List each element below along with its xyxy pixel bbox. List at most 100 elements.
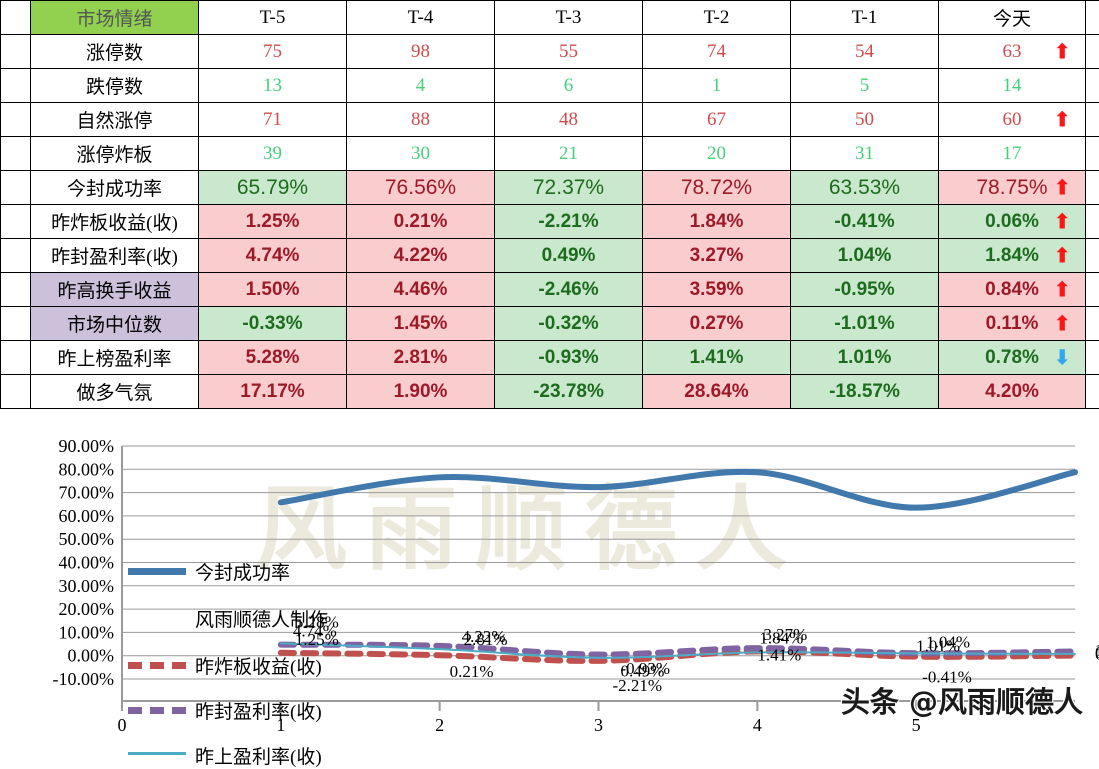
cell-r10-c6: 0.78% ⬇ bbox=[939, 341, 1086, 375]
cell-r6-c5: -0.41% bbox=[791, 205, 939, 239]
gutter-cell bbox=[1, 307, 31, 341]
gutter-cell-right bbox=[1086, 103, 1099, 137]
gutter-cell-right bbox=[1086, 205, 1099, 239]
series-line-1 bbox=[281, 472, 1075, 508]
column-header-6: 今天 bbox=[939, 1, 1086, 35]
cell-r7-c5: 1.04% bbox=[791, 239, 939, 273]
gutter-cell bbox=[1, 69, 31, 103]
cell-value: 17 bbox=[1003, 143, 1022, 165]
cell-r4-c6: 17 bbox=[939, 137, 1086, 171]
cell-value: 0.06% bbox=[985, 211, 1039, 233]
gutter-cell-right bbox=[1086, 137, 1099, 171]
arrow-down-icon: ⬇ bbox=[1053, 347, 1071, 368]
cell-value: 4.22% bbox=[394, 245, 448, 267]
cell-r1-c1: 75 bbox=[199, 35, 347, 69]
cell-value: 74 bbox=[707, 41, 726, 63]
cell-value: 4.20% bbox=[985, 381, 1039, 403]
cell-value: 98 bbox=[411, 41, 430, 63]
cell-r11-c1: 17.17% bbox=[199, 375, 347, 409]
cell-value: 5.28% bbox=[246, 347, 300, 369]
gutter-cell bbox=[1, 137, 31, 171]
cell-r2-c2: 4 bbox=[347, 69, 495, 103]
cell-value: 0.21% bbox=[394, 211, 448, 233]
cell-value: -0.41% bbox=[834, 211, 894, 233]
cell-value: 78.75% bbox=[976, 176, 1047, 200]
brand-watermark: 头条 @风雨顺德人 bbox=[841, 679, 1083, 721]
cell-r5-c5: 63.53% bbox=[791, 171, 939, 205]
cell-r1-c6: 63⬆ bbox=[939, 35, 1086, 69]
cell-value: 14 bbox=[1003, 75, 1022, 97]
cell-r10-c1: 5.28% bbox=[199, 341, 347, 375]
table-row: 昨炸板收益(收)1.25% 0.21% -2.21%1.84% -0.41% 0.06%… bbox=[1, 205, 1099, 239]
cell-r1-c5: 54 bbox=[791, 35, 939, 69]
arrow-up-icon: ⬆ bbox=[1053, 279, 1071, 300]
x-tick-label: 0 bbox=[118, 715, 127, 735]
cell-value: -2.46% bbox=[538, 279, 598, 301]
data-label: 1.01% bbox=[916, 636, 960, 655]
cell-r3-c4: 67 bbox=[643, 103, 791, 137]
cell-value: -0.32% bbox=[538, 313, 598, 335]
y-tick-label: 20.00% bbox=[59, 599, 115, 619]
data-label: 0.78% bbox=[1095, 643, 1099, 662]
row-label-2: 跌停数 bbox=[31, 69, 199, 103]
cell-value: 1 bbox=[712, 75, 722, 97]
cell-r2-c4: 1 bbox=[643, 69, 791, 103]
y-tick-label: 50.00% bbox=[59, 529, 115, 549]
legend-swatch-5 bbox=[128, 752, 186, 755]
cell-r1-c3: 55 bbox=[495, 35, 643, 69]
cell-r6-c4: 1.84% bbox=[643, 205, 791, 239]
gutter-cell-right bbox=[1086, 69, 1099, 103]
cell-value: 88 bbox=[411, 109, 430, 131]
cell-r7-c1: 4.74% bbox=[199, 239, 347, 273]
cell-r3-c6: 60⬆ bbox=[939, 103, 1086, 137]
cell-value: 4 bbox=[416, 75, 426, 97]
row-label-3: 自然涨停 bbox=[31, 103, 199, 137]
gutter-cell-right bbox=[1086, 375, 1099, 409]
cell-value: 72.37% bbox=[533, 176, 604, 200]
cell-value: 1.04% bbox=[838, 245, 892, 267]
cell-r6-c1: 1.25% bbox=[199, 205, 347, 239]
cell-value: 1.84% bbox=[985, 245, 1039, 267]
cell-r11-c5: -18.57% bbox=[791, 375, 939, 409]
gutter-cell bbox=[1, 375, 31, 409]
cell-r6-c3: -2.21% bbox=[495, 205, 643, 239]
legend-label-5: 昨上盈利率(收) bbox=[195, 742, 322, 769]
cell-r7-c2: 4.22% bbox=[347, 239, 495, 273]
row-label-9: 市场中位数 bbox=[31, 307, 199, 341]
cell-r9-c2: 1.45% bbox=[347, 307, 495, 341]
cell-value: 1.01% bbox=[838, 347, 892, 369]
cell-value: 2.81% bbox=[394, 347, 448, 369]
column-header-2: T-4 bbox=[347, 1, 495, 35]
row-label-8: 昨高换手收益 bbox=[31, 273, 199, 307]
cell-value: 76.56% bbox=[385, 176, 456, 200]
cell-r9-c1: -0.33% bbox=[199, 307, 347, 341]
cell-value: -18.57% bbox=[829, 381, 900, 403]
cell-r11-c3: -23.78% bbox=[495, 375, 643, 409]
cell-r9-c6: 0.11%⬆ bbox=[939, 307, 1086, 341]
cell-value: 48 bbox=[559, 109, 578, 131]
cell-r5-c4: 78.72% bbox=[643, 171, 791, 205]
cell-value: 0.78% bbox=[985, 347, 1039, 369]
y-tick-label: 30.00% bbox=[59, 576, 115, 596]
row-label-5: 今封成功率 bbox=[31, 171, 199, 205]
row-label-6: 昨炸板收益(收) bbox=[31, 205, 199, 239]
y-tick-label: -10.00% bbox=[53, 669, 115, 689]
data-label: 3.27% bbox=[763, 625, 807, 644]
cell-r4-c2: 30 bbox=[347, 137, 495, 171]
cell-value: 71 bbox=[263, 109, 282, 131]
cell-r7-c3: 0.49% bbox=[495, 239, 643, 273]
x-tick-label: 1 bbox=[276, 715, 285, 735]
arrow-up-icon: ⬆ bbox=[1053, 109, 1071, 130]
column-header-5: T-1 bbox=[791, 1, 939, 35]
cell-r9-c4: 0.27% bbox=[643, 307, 791, 341]
cell-value: -0.33% bbox=[242, 313, 302, 335]
cell-value: 20 bbox=[707, 143, 726, 165]
cell-value: 31 bbox=[855, 143, 874, 165]
cell-r2-c1: 13 bbox=[199, 69, 347, 103]
